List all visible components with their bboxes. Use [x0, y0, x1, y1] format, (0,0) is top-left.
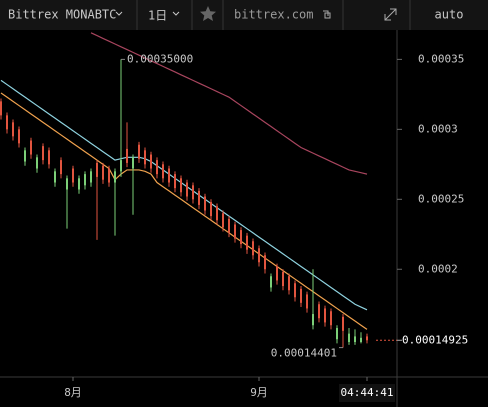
- annotation-label: 0.00014401: [271, 347, 337, 360]
- candle-body: [114, 171, 116, 183]
- moving-average: [0, 92, 368, 330]
- candle-body: [24, 150, 26, 162]
- candle-body: [246, 235, 248, 250]
- candle-body: [0, 101, 2, 116]
- x-tick-label: 9月: [250, 386, 268, 399]
- candle-body: [12, 122, 14, 137]
- last-price-label: 0.00014925: [402, 333, 468, 346]
- candle-body: [180, 178, 182, 193]
- candle-body: [84, 174, 86, 186]
- candle-body: [192, 185, 194, 200]
- candle-body: [276, 266, 278, 281]
- candle-body: [282, 272, 284, 287]
- candle-body: [108, 168, 110, 183]
- candle-body: [216, 206, 218, 221]
- y-tick-label: 0.0003: [418, 122, 458, 135]
- candle-body: [66, 178, 68, 190]
- candle-body: [210, 202, 212, 217]
- candle-body: [318, 304, 320, 319]
- copy-icon[interactable]: [323, 10, 331, 19]
- symbol[interactable]: Bittrex MONABTC: [8, 8, 116, 22]
- candle-body: [360, 337, 362, 343]
- fullscreen-icon[interactable]: [384, 8, 397, 21]
- candle-body: [240, 230, 242, 245]
- moving-average: [90, 32, 368, 175]
- candle-body: [354, 336, 356, 343]
- candle-body: [150, 154, 152, 169]
- candle-body: [252, 241, 254, 256]
- candle-body: [198, 190, 200, 205]
- annotation-label: 0.00035000: [127, 52, 193, 65]
- candle-body: [306, 294, 308, 309]
- candle-body: [324, 308, 326, 323]
- chevron[interactable]: [115, 11, 123, 16]
- source-link[interactable]: bittrex.com: [234, 8, 313, 22]
- x-tick-label: 8月: [64, 386, 82, 399]
- x-tick-label: 04:44:41: [341, 386, 394, 399]
- candle-body: [42, 146, 44, 161]
- time-label-bg: [339, 384, 395, 402]
- candle-body: [168, 168, 170, 183]
- candle-body: [96, 162, 98, 177]
- y-tick-label: 0.00035: [418, 52, 464, 65]
- candle-body: [294, 283, 296, 298]
- candle-body: [120, 160, 122, 172]
- candle-body: [72, 168, 74, 183]
- candle-body: [234, 224, 236, 239]
- y-tick-label: 0.00025: [418, 192, 464, 205]
- candle-body: [60, 160, 62, 175]
- candle-body: [162, 164, 164, 179]
- candle-body: [204, 196, 206, 211]
- candle-body: [336, 328, 338, 340]
- toolbar: [0, 0, 488, 30]
- plot: [0, 32, 368, 348]
- favorite-star[interactable]: [200, 6, 216, 21]
- candle-body: [342, 316, 344, 331]
- candle-body: [348, 333, 350, 343]
- chevron[interactable]: [172, 11, 180, 16]
- candle-body: [138, 144, 140, 159]
- candle-body: [174, 174, 176, 189]
- interval[interactable]: 1日: [148, 9, 167, 23]
- candle-body: [288, 276, 290, 291]
- candle-body: [48, 150, 50, 165]
- candle-body: [366, 336, 368, 341]
- candle-body: [6, 115, 8, 130]
- moving-average: [0, 79, 368, 311]
- candle-body: [126, 148, 128, 163]
- candle-body: [300, 288, 302, 303]
- y-tick-label: 0.0002: [418, 262, 458, 275]
- scale-mode[interactable]: auto: [435, 8, 464, 22]
- candle-body: [270, 276, 272, 288]
- candle-body: [312, 314, 314, 326]
- candle-body: [222, 213, 224, 228]
- candle-body: [78, 178, 80, 190]
- candle-body: [264, 255, 266, 270]
- candle-body: [330, 311, 332, 326]
- candle-body: [132, 157, 134, 169]
- candle-body: [156, 160, 158, 175]
- candle-body: [258, 248, 260, 263]
- candle-body: [102, 165, 104, 180]
- candle-body: [30, 140, 32, 155]
- candle-body: [54, 171, 56, 183]
- candle-body: [186, 182, 188, 197]
- candle-body: [144, 150, 146, 165]
- candle-body: [18, 129, 20, 144]
- candle-body: [228, 218, 230, 233]
- candle-body: [36, 157, 38, 169]
- candle-body: [90, 171, 92, 183]
